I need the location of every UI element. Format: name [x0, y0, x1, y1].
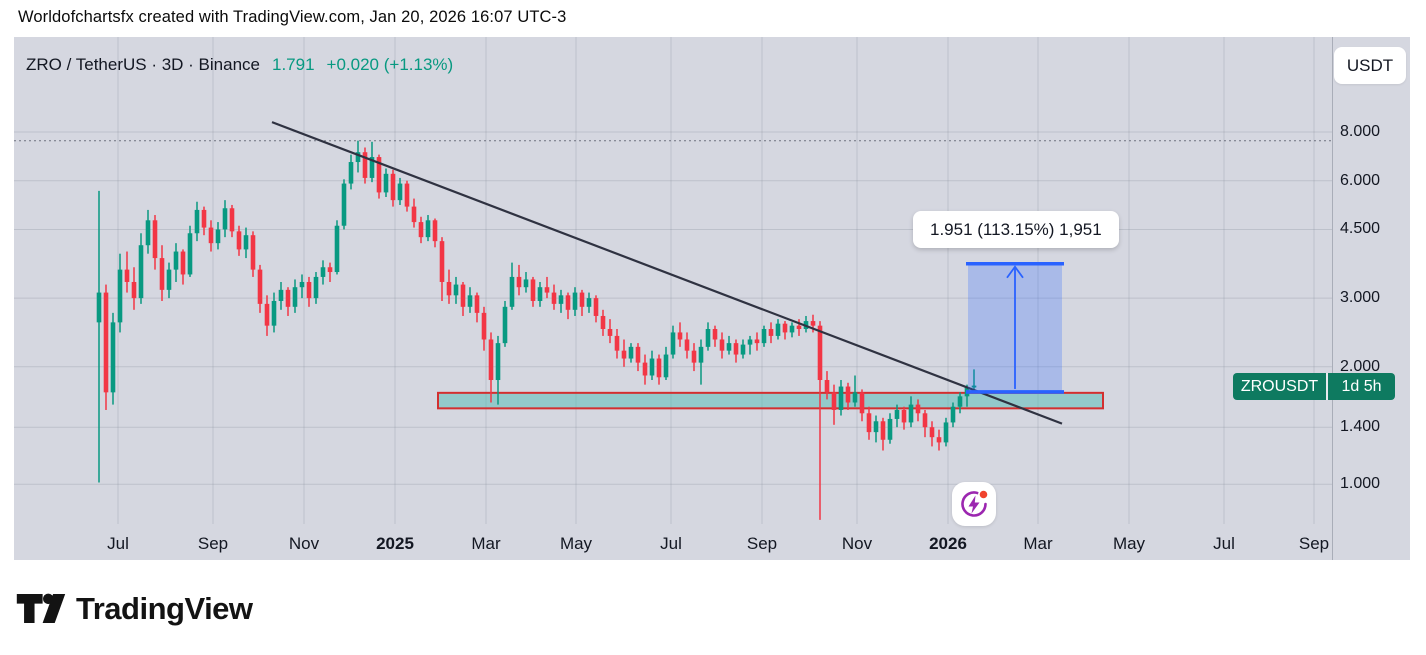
- time-tick-label: Sep: [197, 534, 229, 553]
- price-tick-label: 1.000: [1340, 475, 1381, 493]
- attribution-text: Worldofchartsfx created with TradingView…: [18, 8, 567, 26]
- time-tick-label: May: [1112, 534, 1146, 553]
- time-tick-label: Sep: [1298, 534, 1330, 553]
- time-tick-label: 2025: [376, 534, 414, 553]
- chart-plot-background[interactable]: [14, 37, 1410, 560]
- price-tick-label: 3.000: [1340, 289, 1381, 307]
- price-tick-label: 1.400: [1340, 418, 1381, 436]
- price-tick-label: 4.500: [1340, 220, 1381, 238]
- time-tick-label: Nov: [288, 534, 320, 553]
- time-tick-label: Jul: [660, 534, 682, 553]
- last-price: 1.791: [272, 55, 315, 74]
- symbol-price-badge: ZROUSDT: [1233, 373, 1328, 400]
- tradingview-brand-text: TradingView: [76, 590, 253, 626]
- tradingview-logo[interactable]: TradingView: [16, 590, 253, 627]
- currency-toggle-button[interactable]: USDT: [1334, 47, 1406, 84]
- time-tick-label: May: [559, 534, 593, 553]
- measure-label: 1.951 (113.15%) 1,951: [913, 211, 1119, 248]
- price-tick-label: 6.000: [1340, 171, 1381, 189]
- idea-marker-button[interactable]: [952, 482, 996, 526]
- price-change: +0.020 (+1.13%): [326, 55, 454, 74]
- price-tick-label: 8.000: [1340, 123, 1381, 140]
- time-tick-label: Nov: [841, 534, 873, 553]
- tradingview-logo-icon: [16, 593, 66, 624]
- time-tick-label: Sep: [746, 534, 778, 553]
- time-tick-label: Jul: [107, 534, 129, 553]
- time-tick-label: Jul: [1213, 534, 1235, 553]
- price-tick-label: 2.000: [1340, 357, 1381, 375]
- time-axis[interactable]: Jul Sep Nov 2025 Mar May Jul Sep Nov 2026 Mar May Ju…: [14, 530, 1332, 560]
- bar-countdown-badge: 1d 5h: [1328, 373, 1395, 400]
- lightning-bolt-icon: [961, 489, 989, 517]
- time-tick-label: Mar: [1023, 534, 1053, 553]
- price-axis-separator: [1332, 37, 1333, 560]
- time-tick-label: Mar: [471, 534, 501, 553]
- time-tick-label: 2026: [929, 534, 967, 553]
- symbol-title[interactable]: ZRO / TetherUS · 3D · Binance: [26, 55, 260, 74]
- symbol-header: ZRO / TetherUS · 3D · Binance 1.791 +0.0…: [26, 55, 453, 75]
